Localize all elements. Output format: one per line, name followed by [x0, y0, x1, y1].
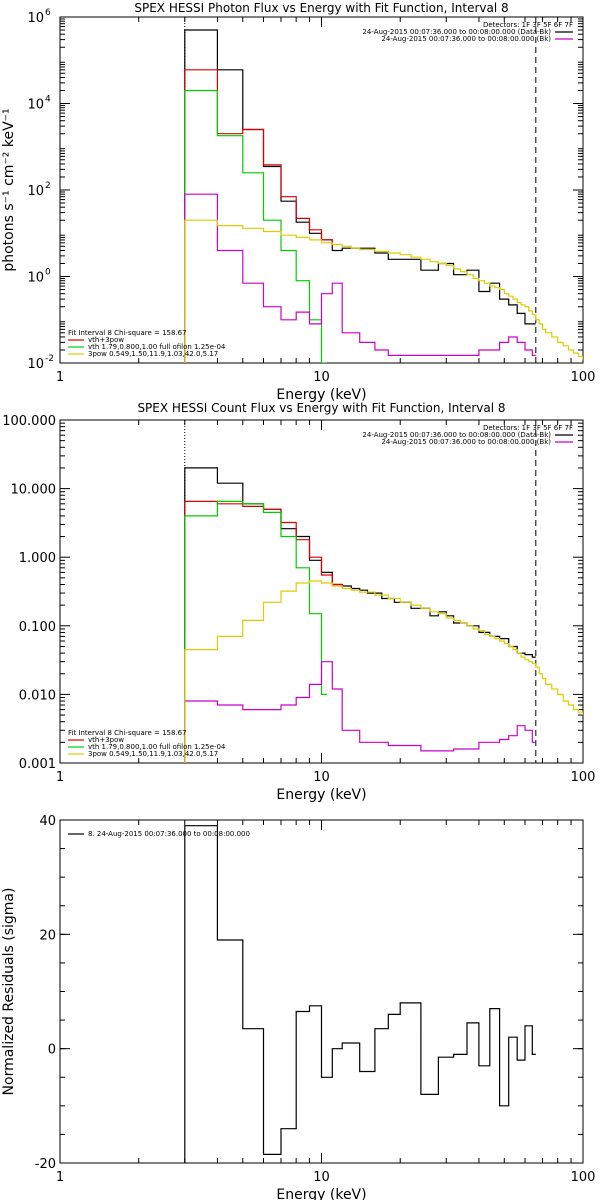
residuals-panel: 1 10 100 -20 0 20 40 Energy (keV) Normalized Res…: [1, 814, 596, 1203]
series-line-0: [184, 29, 536, 363]
series-line-4: [184, 580, 583, 763]
legend-entry-label: 24-Aug-2015 00:07:36.000 to 00:08:00.000…: [362, 28, 551, 36]
y-tick-label: 20: [39, 928, 56, 943]
photon-flux-panel: SPEX HESSI Photon Flux vs Energy with Fi…: [1, 1, 595, 403]
y-tick-label: 10: [27, 184, 44, 199]
series-line-1: [184, 69, 333, 363]
legend-header: Detectors: 1F 3F 5F 6F 7F: [483, 424, 573, 432]
x-tick-label: 1: [56, 370, 64, 385]
legend-entry-label: 8. 24-Aug-2015 00:07:36.000 to 00:08:00.…: [88, 830, 250, 838]
legend-header: Fit Interval 8 Chi-square = 158.67: [68, 329, 187, 337]
x-tick-label: 100: [571, 370, 596, 385]
y-tick-exponent: -2: [45, 354, 54, 364]
series-line-0: [184, 825, 536, 1163]
legend-header: Detectors: 1F 3F 5F 6F 7F: [483, 21, 573, 29]
series-line-3: [184, 193, 536, 363]
count-flux-panel: SPEX HESSI Count Flux vs Energy with Fit…: [2, 401, 595, 803]
x-axis-label: Energy (keV): [276, 387, 366, 403]
series-line-0: [184, 467, 536, 763]
series-line-1: [184, 500, 343, 763]
x-axis-label: Energy (keV): [276, 1187, 366, 1200]
y-tick-label: 0.001: [19, 757, 56, 772]
legend-header: Fit Interval 8 Chi-square = 158.67: [68, 729, 187, 737]
x-tick-label: 10: [313, 370, 330, 385]
series-line-4: [184, 219, 583, 363]
x-tick-label: 10: [313, 1170, 330, 1185]
x-tick-label: 100: [571, 770, 596, 785]
series-group: [184, 29, 583, 363]
y-tick-label: 100.000: [2, 414, 56, 429]
chart-title: SPEX HESSI Count Flux vs Energy with Fit…: [137, 401, 505, 415]
y-axis-label: photons s⁻¹ cm⁻² keV⁻¹: [1, 108, 17, 271]
legend-entry-label: 24-Aug-2015 00:07:36.000 to 00:08:00.000…: [381, 35, 551, 43]
y-tick-label: 40: [39, 814, 56, 829]
series-line-3: [184, 661, 536, 763]
y-tick-label: 10: [27, 11, 44, 26]
y-tick-label: 0: [48, 1043, 56, 1058]
y-tick-label: 10: [27, 271, 44, 286]
y-tick-label: 0.010: [19, 688, 56, 703]
x-tick-label: 1: [56, 770, 64, 785]
legend-entry-label: vth 1.79,0.800,1.00 full ofilon 1.25e-04: [88, 743, 226, 751]
y-tick-label: 1.000: [19, 551, 56, 566]
y-axis-label: Normalized Residuals (sigma): [1, 888, 17, 1096]
series-line-2: [184, 500, 327, 763]
y-tick-exponent: 4: [45, 95, 51, 105]
legend-entry-label: 3pow 0.549,1.50,11.9,1.03,42.0,5.17: [88, 750, 218, 758]
series-group: [184, 467, 583, 763]
legend-entry-label: vth+3pow: [88, 736, 124, 744]
legend-entry-label: 3pow 0.549,1.50,11.9,1.03,42.0,5.17: [88, 350, 218, 358]
legend-entry-label: vth+3pow: [88, 336, 124, 344]
y-tick-label: 0.100: [19, 620, 56, 635]
legend-entry-label: vth 1.79,0.800,1.00 full ofilon 1.25e-04: [88, 343, 226, 351]
chart-title: SPEX HESSI Photon Flux vs Energy with Fi…: [134, 1, 508, 15]
legend-entry-label: 24-Aug-2015 00:07:36.000 to 00:08:00.000…: [381, 438, 551, 446]
y-tick-label: 10: [27, 357, 44, 372]
y-tick-label: -20: [35, 1157, 56, 1172]
y-tick-exponent: 0: [45, 268, 51, 278]
series-line-2: [184, 89, 327, 363]
y-tick-exponent: 6: [45, 8, 51, 18]
legend-entry-label: 24-Aug-2015 00:07:36.000 to 00:08:00.000…: [362, 431, 551, 439]
plot-frame: [59, 819, 584, 1164]
series-group: [184, 825, 536, 1163]
x-tick-label: 100: [571, 1170, 596, 1185]
y-tick-label: 10: [27, 98, 44, 113]
y-tick-exponent: 2: [45, 181, 51, 191]
x-axis-label: Energy (keV): [276, 787, 366, 803]
x-tick-label: 1: [56, 1170, 64, 1185]
x-tick-label: 10: [313, 770, 330, 785]
y-tick-label: 10.000: [11, 483, 57, 498]
plot-frame: [59, 419, 584, 764]
